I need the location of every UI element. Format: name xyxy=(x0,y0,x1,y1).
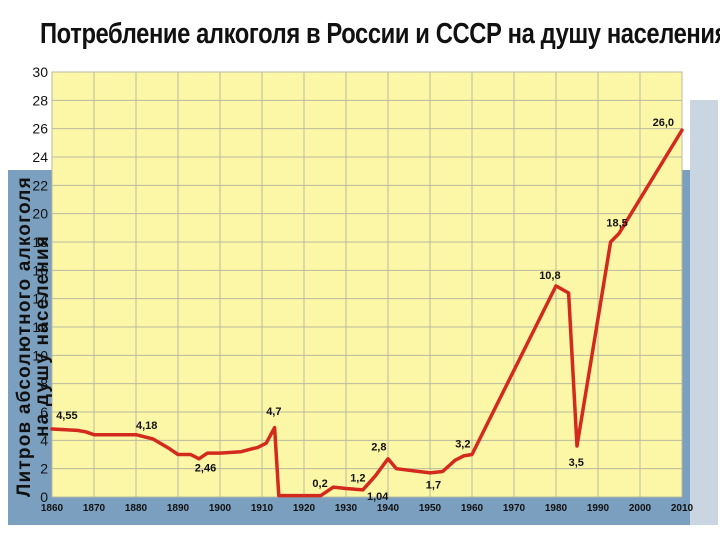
y-axis-label-line1: Литров абсолютного алкоголя xyxy=(14,176,35,497)
x-tick-label: 1990 xyxy=(587,503,610,514)
y-tick-label: 4 xyxy=(40,432,48,448)
y-tick-label: 22 xyxy=(32,177,48,193)
series-line xyxy=(50,128,684,498)
data-label: 0,2 xyxy=(312,478,327,490)
x-tick-label: 1980 xyxy=(545,503,568,514)
y-tick-label: 24 xyxy=(32,149,48,165)
x-tick-label: 1930 xyxy=(335,503,358,514)
y-tick-label: 16 xyxy=(32,262,48,278)
x-tick-label: 1960 xyxy=(461,503,484,514)
y-tick-label: 20 xyxy=(32,206,48,222)
y-tick-label: 8 xyxy=(40,376,48,392)
x-tick-label: 2000 xyxy=(629,503,652,514)
x-tick-label: 1950 xyxy=(419,503,442,514)
data-label: 1,04 xyxy=(367,491,389,503)
y-tick-label: 26 xyxy=(32,121,48,137)
series-lines xyxy=(50,128,684,498)
data-label: 2,8 xyxy=(371,441,386,453)
y-tick-label: 12 xyxy=(32,319,48,335)
x-tick-label: 1900 xyxy=(209,503,232,514)
plot-area xyxy=(51,71,683,498)
data-labels: 4,55 4,18 2,46 4,7 0,2 1,21,04 2,8 1,7 3,2 10,8 3,… xyxy=(56,117,674,503)
data-label: 18,5 xyxy=(606,217,627,229)
data-label: 26,0 xyxy=(653,117,674,129)
data-label: 2,46 xyxy=(195,463,216,475)
y-tick-label: 28 xyxy=(32,92,48,108)
y-tick-label: 6 xyxy=(40,404,48,420)
data-label: 4,18 xyxy=(136,420,157,432)
x-tick-label: 2010 xyxy=(671,503,694,514)
y-tick-label: 30 xyxy=(32,64,48,80)
x-tick-label: 1970 xyxy=(503,503,526,514)
y-tick-label: 14 xyxy=(32,291,48,307)
x-tick-label: 1860 xyxy=(41,503,64,514)
y-tick-label: 2 xyxy=(40,461,48,477)
data-label: 4,55 xyxy=(56,410,77,422)
data-label: 3,5 xyxy=(569,457,584,469)
data-label: 10,8 xyxy=(539,270,560,282)
y-tick-label: 10 xyxy=(32,347,48,363)
x-axis-tick-labels: 1860 1870 1880 1890 1900 1910 1920 1930 1940 1950… xyxy=(41,503,694,514)
data-label: 4,7 xyxy=(266,406,281,418)
y-tick-label: 0 xyxy=(40,489,48,505)
decorative-side-bar xyxy=(690,100,718,525)
x-tick-label: 1920 xyxy=(293,503,316,514)
x-tick-label: 1940 xyxy=(377,503,400,514)
data-label: 1,2 xyxy=(350,472,365,484)
x-tick-label: 1890 xyxy=(167,503,190,514)
y-tick-label: 18 xyxy=(32,234,48,250)
data-label: 1,7 xyxy=(426,480,441,492)
x-tick-label: 1880 xyxy=(125,503,148,514)
y-axis-label-line2: на душу населения xyxy=(32,235,53,437)
data-label: 3,2 xyxy=(455,438,470,450)
x-tick-label: 1870 xyxy=(83,503,106,514)
y-axis-label: Литров абсолютного алкоголя на душу насе… xyxy=(14,176,53,497)
x-tick-label: 1910 xyxy=(251,503,274,514)
